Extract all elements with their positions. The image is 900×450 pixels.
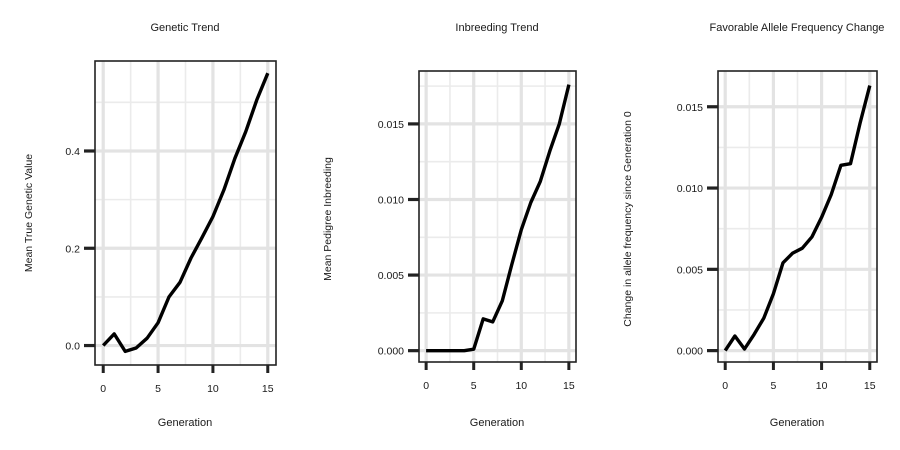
panel-genetic-trend: Genetic Trend Mean True Genetic Value Ge… <box>23 22 277 429</box>
x-tick-label: 15 <box>262 383 274 395</box>
y-tick-label: 0.015 <box>378 119 404 131</box>
panel-border <box>717 70 878 363</box>
y-axis-label: Mean True Genetic Value <box>23 154 35 272</box>
x-axis-label: Generation <box>158 417 212 429</box>
y-tick-label: 0.010 <box>378 194 404 206</box>
x-tick-label: 10 <box>515 380 527 392</box>
x-axis-label: Generation <box>470 417 524 429</box>
x-tick-label: 5 <box>770 380 776 392</box>
x-axis-label: Generation <box>770 417 824 429</box>
series-line <box>723 85 872 352</box>
y-axis-label: Mean Pedigree Inbreeding <box>322 157 334 281</box>
x-tick-label: 10 <box>816 380 828 392</box>
panel-border <box>418 70 577 363</box>
x-tick-label: 0 <box>100 383 106 395</box>
series-line <box>426 84 571 353</box>
panel-border <box>94 60 277 366</box>
y-tick-label: 0.000 <box>677 346 703 358</box>
y-tick-label: 0.4 <box>65 146 80 158</box>
x-tick-label: 5 <box>155 383 161 395</box>
y-tick-label: 0.005 <box>378 270 404 282</box>
x-tick-label: 10 <box>207 383 219 395</box>
y-tick-label: 0.015 <box>677 102 703 114</box>
panel-allele-frequency-change: Favorable Allele Frequency Change Change… <box>622 22 884 429</box>
chart-title: Inbreeding Trend <box>455 22 538 34</box>
chart-title: Genetic Trend <box>150 22 219 34</box>
x-tick-label: 15 <box>864 380 876 392</box>
x-tick-label: 0 <box>423 380 429 392</box>
chart-title: Favorable Allele Frequency Change <box>710 22 885 34</box>
y-tick-label: 0.010 <box>677 183 703 195</box>
x-tick-label: 15 <box>563 380 575 392</box>
y-tick-label: 0.005 <box>677 264 703 276</box>
y-tick-label: 0.2 <box>65 243 80 255</box>
plot-area: 0 5 10 15 0.000 0.005 0.010 0.015 <box>378 70 577 392</box>
series-line <box>101 72 270 354</box>
x-tick-label: 0 <box>722 380 728 392</box>
panel-inbreeding-trend: Inbreeding Trend Mean Pedigree Inbreedin… <box>322 22 577 429</box>
y-tick-label: 0.000 <box>378 346 404 358</box>
plot-area: 0 5 10 15 0.000 0.005 0.010 0.015 <box>677 70 878 392</box>
y-axis-label: Change in allele frequency since Generat… <box>622 111 634 327</box>
plot-area: 0 5 10 15 0.0 0.2 0.4 <box>65 60 277 395</box>
x-tick-label: 5 <box>471 380 477 392</box>
y-tick-label: 0.0 <box>65 341 80 353</box>
